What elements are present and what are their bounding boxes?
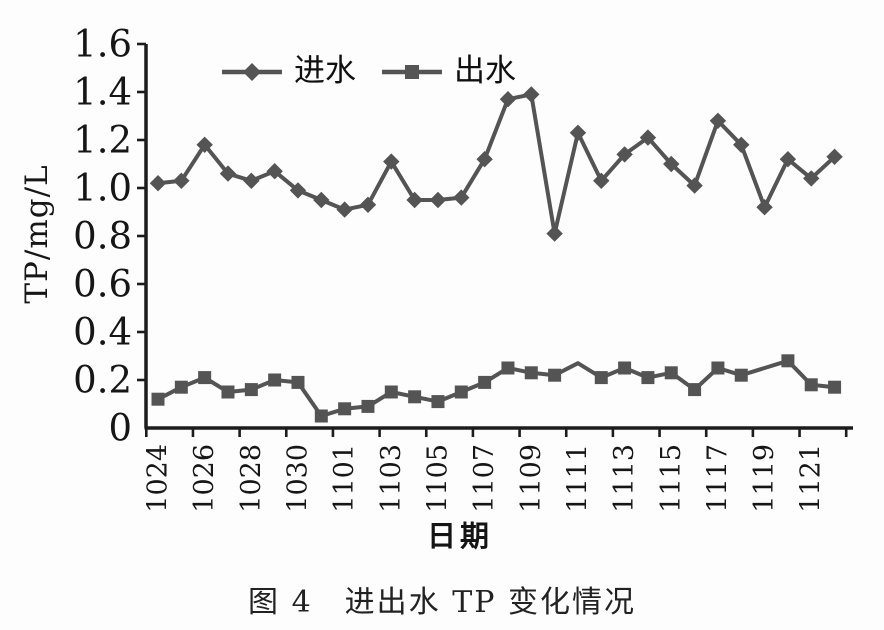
influent-marker [593, 172, 610, 189]
influent-marker [499, 91, 517, 108]
y-tick-label: 0.2 [73, 359, 132, 402]
x-tick-label: 1103 [376, 444, 407, 513]
effluent-marker [501, 361, 515, 375]
influent-marker [313, 191, 330, 209]
x-tick-label: 1101 [329, 444, 360, 513]
effluent-marker [664, 366, 678, 380]
y-tick-label: 1.0 [73, 167, 132, 210]
effluent-marker [338, 402, 352, 416]
y-tick-label: 0.8 [73, 215, 132, 258]
influent-marker [803, 170, 820, 187]
x-tick-label: 1107 [469, 444, 500, 513]
x-tick-label: 1121 [796, 444, 827, 513]
effluent-marker [408, 390, 422, 404]
influent-marker [383, 153, 400, 170]
x-tick-label: 1115 [656, 444, 687, 513]
influent-marker [429, 191, 447, 209]
effluent-marker [454, 385, 468, 399]
y-tick-label: 1.6 [73, 23, 132, 66]
effluent-marker [174, 380, 188, 394]
effluent-marker [151, 392, 165, 406]
influent-marker [686, 177, 703, 194]
effluent-marker [524, 366, 538, 380]
effluent-marker [478, 375, 492, 389]
effluent-marker [384, 385, 398, 399]
influent-marker [173, 172, 190, 189]
influent-marker [779, 151, 797, 168]
x-tick-label: 1028 [236, 444, 267, 513]
x-tick-label: 1117 [702, 444, 733, 513]
influent-marker [476, 151, 493, 168]
influent-marker [663, 155, 680, 173]
effluent-marker [734, 368, 748, 382]
influent-marker [219, 165, 237, 182]
x-tick-label: 1113 [609, 444, 640, 513]
influent-marker [826, 148, 843, 165]
x-tick-label: 1119 [749, 444, 780, 513]
influent-marker [546, 225, 563, 242]
effluent-marker [804, 378, 818, 392]
x-tick-label: 1026 [189, 444, 220, 513]
effluent-marker [244, 383, 258, 397]
effluent-marker [221, 385, 235, 399]
effluent-marker [314, 409, 328, 423]
effluent-marker [828, 380, 842, 394]
influent-marker [406, 191, 423, 209]
influent-marker [639, 129, 657, 146]
effluent-marker [711, 361, 725, 375]
effluent-marker [361, 399, 375, 413]
effluent-marker [198, 371, 212, 385]
effluent-marker [618, 361, 632, 375]
effluent-marker [781, 354, 795, 368]
influent-marker [196, 136, 213, 153]
influent-marker [149, 175, 167, 192]
effluent-marker [548, 368, 562, 382]
influent-marker [336, 201, 353, 218]
influent-line [156, 92, 837, 236]
effluent-marker [268, 373, 282, 387]
y-tick-label: 0.6 [73, 263, 132, 306]
influent-marker [243, 172, 260, 189]
influent-marker [266, 163, 283, 180]
effluent-marker [688, 383, 702, 397]
influent-marker [289, 182, 307, 199]
influent-marker [733, 136, 750, 153]
x-tick-label: 1111 [562, 444, 593, 513]
x-tick-label: 1024 [143, 444, 174, 513]
legend-label-influent: 进水 [294, 53, 356, 89]
y-tick-label: 0 [108, 407, 132, 450]
effluent-marker [641, 371, 655, 385]
effluent-marker [431, 395, 445, 409]
legend-label-effluent: 出水 [454, 53, 516, 89]
x-tick-label: 1105 [422, 444, 453, 513]
influent-marker [616, 146, 633, 163]
y-axis-title: TP/mg/L [19, 164, 55, 304]
legend-item-effluent: 出水 [382, 56, 516, 87]
legend-item-influent: 进水 [222, 56, 356, 87]
y-tick-label: 1.2 [73, 119, 132, 162]
influent-diamond-marker-icon [222, 62, 282, 81]
effluent-marker [594, 371, 608, 385]
y-tick-label: 1.4 [73, 71, 132, 114]
effluent-marker [291, 375, 305, 389]
influent-marker [569, 124, 587, 141]
x-axis-title: 日期 [426, 519, 494, 553]
chart-legend: 进水 出水 [222, 56, 516, 87]
y-tick-label: 0.4 [73, 311, 132, 354]
influent-marker [359, 196, 377, 213]
effluent-square-marker-icon [382, 64, 442, 79]
x-tick-label: 1030 [282, 444, 313, 513]
effluent-line [156, 358, 837, 418]
influent-marker [523, 86, 540, 103]
influent-marker [453, 189, 470, 206]
x-tick-label: 1109 [516, 444, 547, 513]
influent-marker [709, 112, 727, 129]
influent-marker [756, 199, 773, 216]
figure-caption: 图 4 进出水 TP 变化情况 [248, 585, 636, 620]
